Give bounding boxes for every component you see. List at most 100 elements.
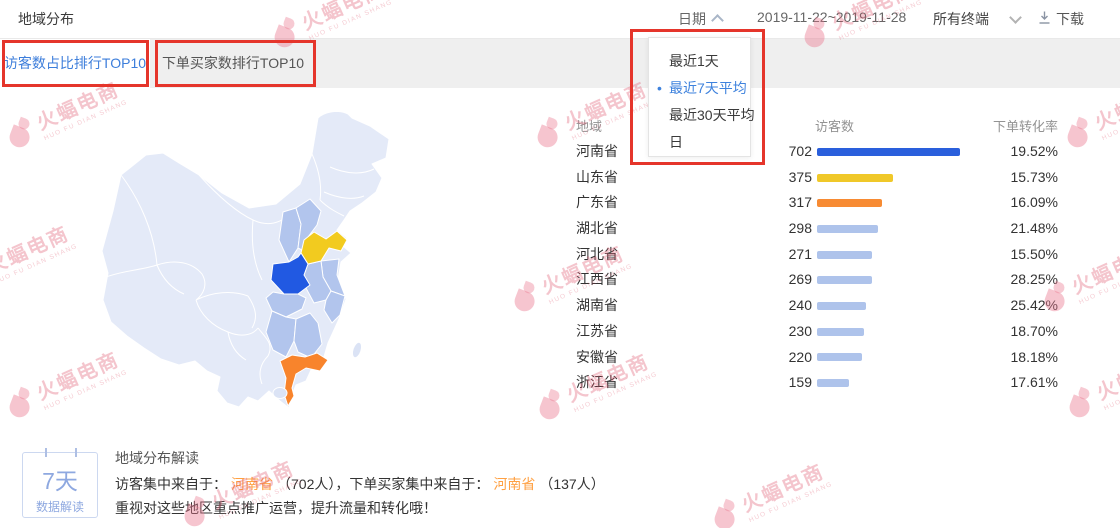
visitor-bar (817, 301, 866, 310)
conversion-rate: 19.52% (1010, 143, 1058, 159)
visitor-bar (817, 173, 893, 182)
visitor-bar (817, 327, 864, 336)
visitor-count: 375 (788, 168, 812, 185)
table-row: 湖北省 298 21.48% (576, 216, 1058, 242)
terminal-select[interactable]: 所有终端 (933, 11, 989, 27)
dropdown-item-3[interactable]: 最近30天平均 (669, 107, 755, 123)
tab-2[interactable]: 下单买家数排行TOP10 (161, 55, 305, 71)
visitor-count: 317 (788, 194, 812, 211)
calendar-pin-icon (75, 448, 77, 457)
insight-line1: 访客集中来自于： 河南省 （702人），下单买家集中来自于： 河南省 （137人） (115, 474, 605, 494)
date-range-value[interactable]: 2019-11-22~2019-11-28 (757, 9, 907, 25)
table-row: 江西省 269 28.25% (576, 267, 1058, 293)
table-row: 浙江省 159 17.61% (576, 370, 1058, 396)
conversion-rate: 17.61% (1010, 374, 1058, 391)
conversion-rate: 21.48% (1010, 220, 1058, 237)
highlight-region-link[interactable]: 河南省 (493, 476, 536, 492)
region-name: 浙江省 (576, 374, 618, 391)
dropdown-item-4[interactable]: 日 (669, 134, 683, 150)
conversion-rate: 15.73% (1010, 168, 1058, 185)
visitor-bar (817, 199, 882, 208)
visitor-count: 220 (788, 348, 812, 365)
table-row: 湖南省 240 25.42% (576, 293, 1058, 319)
badge-caption: 数据解读 (35, 500, 84, 514)
insight-text: （137人） (539, 476, 605, 492)
map-region-zhejiang[interactable] (323, 290, 346, 324)
map-region-jiangxi[interactable] (293, 312, 323, 359)
column-header-visitors: 访客数 (815, 119, 855, 134)
map-china-outline (101, 112, 390, 409)
visitor-count: 159 (788, 374, 812, 391)
flame-logo-icon (529, 114, 569, 154)
insight-title: 地域分布解读 (115, 450, 199, 466)
download-icon (1037, 10, 1052, 30)
table-row: 河南省 702 19.52% (576, 139, 1058, 165)
flame-logo-icon (1061, 384, 1101, 424)
flame-logo-icon (531, 386, 571, 426)
visitor-bar (817, 276, 872, 285)
visitor-bar (817, 250, 872, 259)
conversion-rate: 25.42% (1010, 297, 1058, 314)
page-title: 地域分布 (18, 11, 74, 27)
region-name: 河北省 (576, 245, 618, 262)
date-dropdown: 最近1天 • 最近7天平均最近30天平均日 (648, 37, 755, 157)
region-name: 湖北省 (576, 220, 618, 237)
table-row: 广东省 317 16.09% (576, 190, 1058, 216)
conversion-rate: 15.50% (1010, 245, 1058, 262)
flame-logo-icon (1, 114, 41, 154)
dropdown-item-1[interactable]: 最近1天 (669, 53, 719, 69)
region-name: 河南省 (576, 143, 618, 159)
region-name: 安徽省 (576, 348, 618, 365)
map-region-hunan[interactable] (265, 310, 297, 358)
region-name: 山东省 (576, 168, 618, 185)
column-header-region: 地域 (576, 119, 603, 134)
map-province-borders (102, 153, 375, 385)
column-header-conversion: 下单转化率 (992, 119, 1058, 134)
table-row: 山东省 375 15.73% (576, 165, 1058, 191)
flame-logo-icon (1, 384, 41, 424)
table-row: 河北省 271 15.50% (576, 242, 1058, 268)
visitor-count: 271 (788, 245, 812, 262)
visitor-count: 702 (788, 143, 812, 159)
table-row: 江苏省 230 18.70% (576, 319, 1058, 345)
highlight-region-link[interactable]: 河南省 (231, 476, 273, 492)
map-island-taiwan[interactable] (351, 341, 364, 359)
map-region-henan[interactable] (270, 252, 311, 295)
conversion-rate: 28.25% (1010, 271, 1058, 288)
calendar-pin-icon (45, 448, 47, 457)
visitor-count: 269 (788, 271, 812, 288)
region-name: 江西省 (576, 271, 618, 288)
insight-line2: 重视对这些地区重点推广运营，提升流量和转化哦！ (115, 500, 437, 516)
badge-days: 7天 (42, 468, 78, 494)
region-name: 湖南省 (576, 297, 618, 314)
insight-badge: 7天 数据解读 (22, 448, 98, 518)
map-island-hainan[interactable] (272, 387, 288, 399)
visitor-bar (817, 147, 960, 156)
visitor-count: 298 (788, 220, 812, 237)
chevron-down-icon (1009, 11, 1022, 24)
visitor-bar (817, 224, 878, 233)
region-name: 广东省 (576, 194, 618, 211)
conversion-rate: 16.09% (1010, 194, 1058, 211)
visitor-bar (817, 353, 862, 362)
china-map[interactable] (100, 112, 520, 432)
table-header: 地域 访客数 下单转化率 (576, 113, 1058, 139)
selected-dot-icon: • (657, 80, 662, 96)
insight-text: 访客集中来自于： (115, 476, 227, 492)
flame-logo-icon (1059, 114, 1099, 154)
visitor-count: 230 (788, 322, 812, 339)
dropdown-item-2[interactable]: • 最近7天平均 (649, 75, 750, 102)
region-table-body: 河南省 702 19.52% 山东省 375 15.73% 广东省 317 16.09% 湖北省 2… (576, 139, 1058, 396)
tab-1[interactable]: 访客数占比排行TOP10 (0, 39, 150, 88)
download-button[interactable]: 下载 (1056, 11, 1084, 27)
date-filter-button[interactable]: 日期 (678, 11, 706, 27)
chevron-up-icon (711, 14, 724, 27)
